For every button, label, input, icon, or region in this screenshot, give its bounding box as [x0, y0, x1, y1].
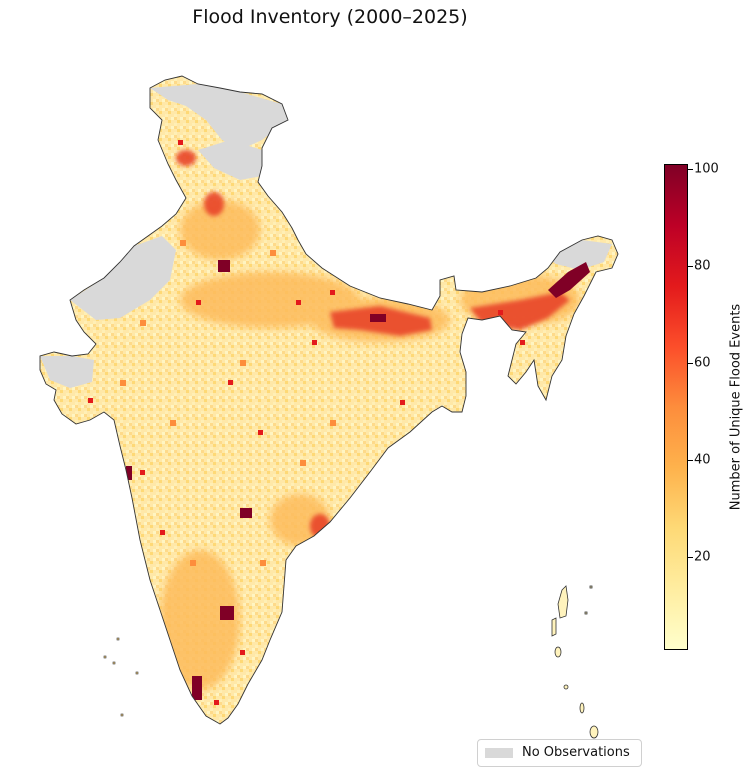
colorbar-tickmark	[688, 169, 693, 170]
legend-label: No Observations	[522, 745, 630, 760]
colorbar-tick-label: 20	[694, 549, 711, 565]
india-land	[40, 76, 618, 724]
lakshadweep-islands	[103, 637, 139, 717]
colorbar-tick-label: 80	[694, 258, 711, 274]
india-flood-map	[39, 75, 619, 739]
colorbar-tickmark	[688, 266, 693, 267]
colorbar-tickmark	[688, 460, 693, 461]
legend: No Observations	[477, 739, 642, 767]
map-title: Flood Inventory (2000–2025)	[192, 6, 468, 28]
colorbar-tick-label: 60	[694, 355, 711, 371]
andaman-nicobar-islands	[551, 585, 599, 739]
colorbar-tick-label: 100	[694, 161, 719, 177]
no-observation-areas	[40, 84, 612, 388]
colorbar-tickmark	[688, 363, 693, 364]
colorbar-tickmark	[688, 557, 693, 558]
colorbar-tick-label: 40	[694, 452, 711, 468]
legend-swatch-no-observations	[485, 748, 513, 758]
colorbar	[664, 164, 688, 650]
colorbar-label: Number of Unique Flood Events	[728, 303, 744, 511]
